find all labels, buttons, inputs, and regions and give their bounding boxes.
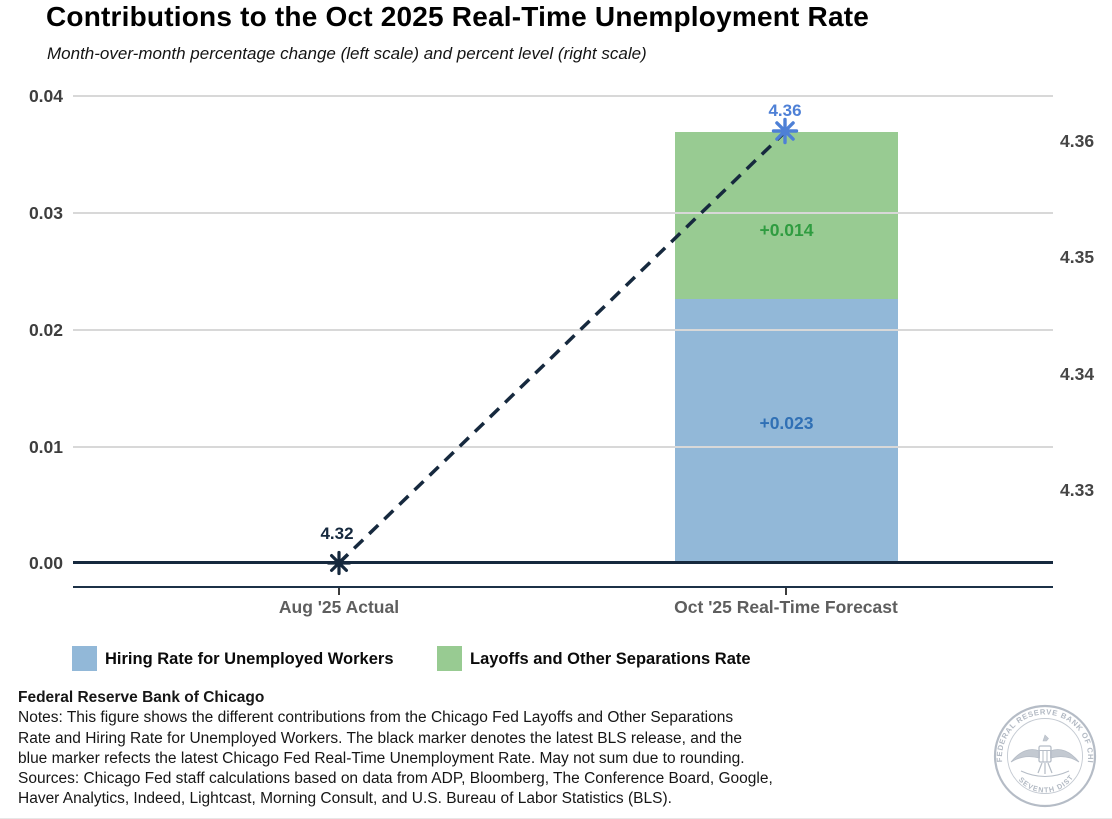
y-axis-right-tick: 4.34: [1060, 364, 1095, 384]
gridline-004: [73, 95, 1053, 97]
marker-label-oct: 4.36: [768, 101, 802, 120]
y-axis-left-tick: 0.02: [28, 320, 63, 340]
footer: Federal Reserve Bank of Chicago Notes: T…: [18, 688, 983, 810]
chart-subtitle: Month-over-month percentage change (left…: [47, 44, 647, 63]
footer-note-line: Notes: This figure shows the different c…: [18, 709, 734, 727]
y-axis-left-tick: 0.03: [28, 203, 63, 223]
y-axis-right-tick: 4.33: [1060, 480, 1095, 500]
y-axis-left-tick: 0.00: [28, 553, 63, 573]
bar-segment-layoffs: [675, 132, 898, 299]
gridline-002: [73, 329, 1053, 331]
bar-label-layoffs: +0.014: [759, 220, 814, 240]
footer-org: Federal Reserve Bank of Chicago: [18, 689, 265, 706]
footer-note-line: Rate and Hiring Rate for Unemployed Work…: [18, 729, 742, 747]
marker-label-aug: 4.32: [320, 524, 354, 543]
x-tick-aug: [338, 588, 340, 595]
y-axis-left-tick: 0.01: [28, 437, 63, 457]
gridline-003: [73, 212, 1053, 214]
x-axis-line: [73, 586, 1053, 588]
chart-title: Contributions to the Oct 2025 Real-Time …: [46, 1, 870, 32]
footer-note-line: Sources: Chicago Fed staff calculations …: [18, 770, 773, 788]
y-axis-right-tick: 4.36: [1060, 131, 1095, 151]
gridline-001: [73, 446, 1053, 448]
legend-label-layoffs: Layoffs and Other Separations Rate: [470, 650, 751, 668]
zero-line: [73, 561, 1053, 564]
legend-swatch-hiring: [72, 646, 97, 671]
legend-label-hiring: Hiring Rate for Unemployed Workers: [105, 650, 394, 668]
y-axis-right-tick: 4.35: [1060, 247, 1095, 267]
x-axis-label-oct: Oct '25 Real-Time Forecast: [674, 597, 898, 617]
y-axis-left-tick: 0.04: [28, 86, 63, 106]
legend-swatch-layoffs: [437, 646, 462, 671]
footer-note-line: Haver Analytics, Indeed, Lightcast, Morn…: [18, 790, 672, 808]
seal-eagle-icon: [1010, 734, 1080, 777]
bar-label-hiring: +0.023: [759, 413, 814, 433]
x-axis-label-aug: Aug '25 Actual: [278, 597, 400, 617]
footer-note-line: blue marker refects the latest Chicago F…: [18, 749, 745, 767]
x-tick-oct: [785, 588, 787, 595]
fed-chicago-seal-logo: FEDERAL RESERVE BANK OF CHICAGO SEVENTH …: [990, 701, 1097, 808]
